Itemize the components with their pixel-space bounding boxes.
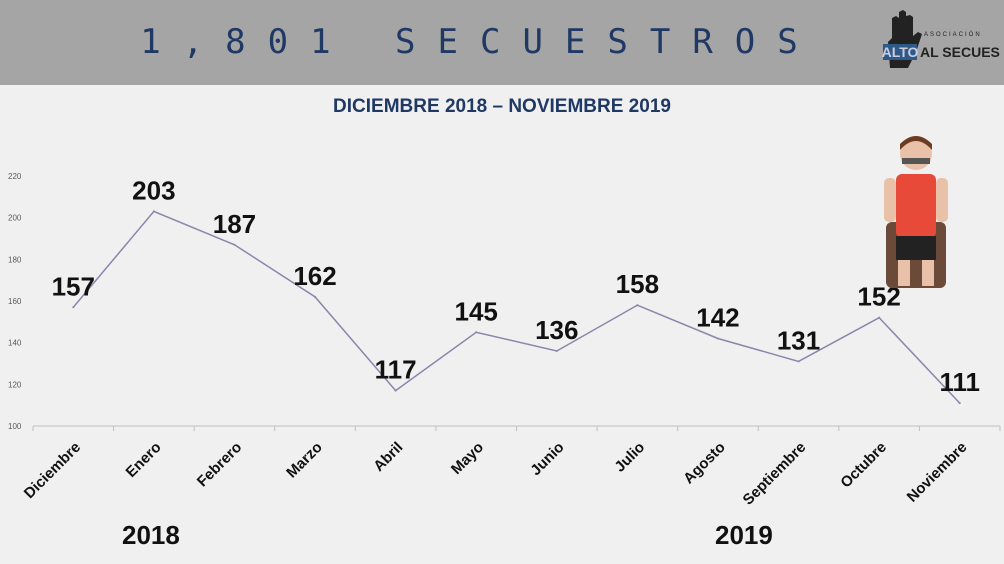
- data-point: [636, 304, 639, 307]
- y-tick-label: 140: [8, 339, 22, 348]
- x-tick-label: Febrero: [194, 439, 246, 491]
- kidnapped-person-illustration: [884, 136, 948, 288]
- data-point: [797, 360, 800, 363]
- data-label: 158: [616, 269, 659, 299]
- y-tick-label: 200: [8, 214, 22, 223]
- x-tick-label: Junio: [527, 439, 567, 479]
- data-point: [233, 243, 236, 246]
- data-label: 162: [293, 261, 336, 291]
- data-point: [152, 210, 155, 213]
- x-tick-label: Enero: [123, 439, 165, 481]
- data-label: 142: [696, 303, 739, 333]
- data-point: [72, 306, 75, 309]
- x-tick-label: Agosto: [680, 439, 729, 488]
- y-tick-label: 100: [8, 422, 22, 431]
- data-point: [716, 337, 719, 340]
- data-point: [394, 389, 397, 392]
- x-tick-label: Noviembre: [904, 439, 971, 506]
- y-tick-label: 120: [8, 380, 22, 389]
- data-label: 187: [213, 209, 256, 239]
- data-label: 111: [939, 367, 980, 397]
- data-label: 145: [455, 296, 498, 326]
- x-tick-label: Marzo: [283, 439, 326, 482]
- year-label-2019: 2019: [715, 520, 773, 550]
- data-label: 203: [132, 175, 175, 205]
- data-point: [555, 350, 558, 352]
- x-tick-label: Julio: [611, 439, 648, 476]
- page-title: 1,801 SECUESTROS: [140, 22, 820, 62]
- x-tick-label: Mayo: [448, 439, 487, 478]
- data-label: 157: [52, 271, 95, 301]
- x-tick-label: Septiembre: [740, 439, 810, 509]
- y-tick-label: 160: [8, 297, 22, 306]
- svg-text:AL SECUESTRO: AL SECUESTRO: [920, 44, 1000, 60]
- data-point: [958, 402, 961, 405]
- alto-al-secuestro-logo: ALTO ASOCIACIÓN AL SECUESTRO: [882, 10, 1000, 68]
- year-label-2018: 2018: [122, 520, 180, 550]
- x-tick-label: Octubre: [837, 439, 890, 492]
- data-label: 131: [777, 325, 820, 355]
- svg-text:ASOCIACIÓN: ASOCIACIÓN: [924, 31, 982, 38]
- x-tick-label: Abril: [370, 439, 406, 475]
- y-tick-label: 180: [8, 255, 22, 264]
- y-tick-label: 220: [8, 172, 22, 181]
- data-point: [878, 316, 881, 319]
- series-line: [72, 210, 961, 404]
- data-point: [475, 331, 478, 334]
- svg-text:ALTO: ALTO: [882, 44, 919, 60]
- data-label: 117: [375, 355, 417, 385]
- chart-subtitle: DICIEMBRE 2018 – NOVIEMBRE 2019: [333, 96, 671, 117]
- header-bar: 1,801 SECUESTROS ALTO ASOCIACIÓN AL SECU…: [0, 0, 1004, 85]
- data-point: [314, 295, 317, 298]
- x-tick-label: Diciembre: [21, 439, 84, 502]
- data-label: 136: [535, 315, 578, 345]
